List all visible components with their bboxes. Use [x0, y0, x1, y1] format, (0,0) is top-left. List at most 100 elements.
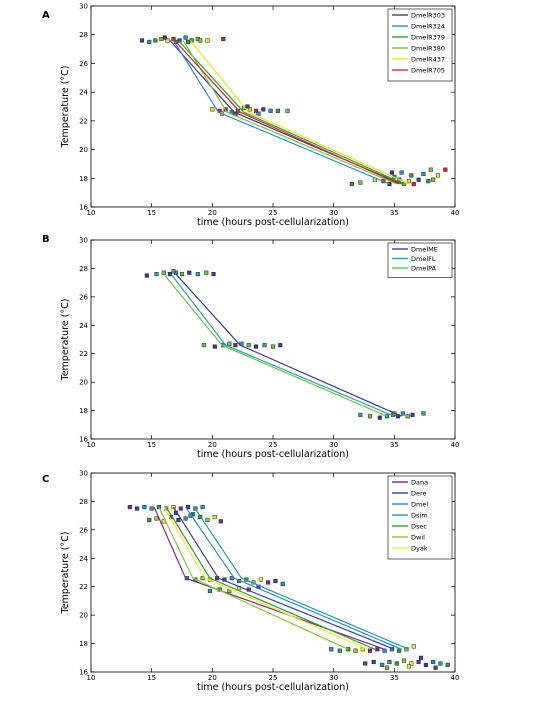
data-point — [278, 343, 283, 348]
legend-label: DmelFL — [411, 255, 436, 263]
data-point — [201, 343, 206, 348]
series-line — [182, 40, 398, 185]
series-line — [165, 506, 376, 650]
data-point — [337, 648, 342, 653]
x-tick-label: 15 — [147, 441, 156, 449]
series-line — [163, 273, 388, 417]
y-tick-label: 24 — [79, 555, 88, 563]
legend-label: DmelR380 — [411, 45, 445, 53]
x-tick-label: 35 — [390, 674, 399, 682]
data-point — [368, 648, 373, 653]
data-point — [245, 104, 250, 109]
data-point — [135, 506, 140, 511]
legend-label: Dmel — [411, 501, 428, 509]
data-point — [406, 179, 411, 184]
data-point — [159, 36, 164, 42]
data-point — [358, 412, 363, 417]
data-point — [353, 648, 358, 653]
data-point — [144, 273, 149, 278]
data-point — [186, 39, 191, 44]
data-point — [435, 173, 441, 178]
data-point — [380, 662, 385, 667]
data-point — [428, 167, 433, 172]
y-tick-label: 22 — [79, 583, 88, 591]
data-point — [438, 661, 443, 666]
data-point — [205, 38, 210, 43]
data-point — [153, 38, 158, 43]
y-axis-label: Temperature (°C) — [60, 299, 71, 382]
x-tick-label: 10 — [87, 441, 96, 449]
data-point — [195, 272, 200, 277]
data-point — [431, 660, 436, 665]
panel-label: B — [42, 234, 50, 245]
data-point — [411, 181, 416, 187]
data-point — [233, 343, 238, 348]
data-point — [253, 344, 259, 349]
legend-label: Dsec — [411, 523, 427, 531]
data-point — [273, 578, 278, 584]
legend-box — [387, 8, 453, 82]
data-point — [178, 506, 183, 511]
x-tick-label: 20 — [208, 674, 217, 682]
data-point — [389, 170, 394, 175]
x-tick-label: 25 — [269, 674, 278, 682]
legend-label: Dana — [411, 479, 428, 487]
data-point — [418, 655, 424, 660]
panel-b: B 10 15 20 25 30 35 40 16 18 20 22 24 26 28 30 time (hou… — [0, 232, 553, 464]
y-tick-label: 30 — [79, 470, 88, 478]
series-line — [172, 506, 395, 650]
data-point — [198, 38, 203, 43]
legend-label: DmelME — [411, 246, 438, 254]
y-tick-label: 30 — [79, 3, 88, 11]
data-point — [346, 647, 351, 652]
data-point — [221, 36, 226, 42]
y-tick-label: 22 — [79, 117, 88, 125]
y-tick-label: 18 — [79, 640, 88, 648]
y-tick-label: 28 — [79, 31, 88, 39]
data-point — [445, 662, 450, 667]
x-axis-label: time (hours post-cellularization) — [197, 682, 349, 693]
data-point — [165, 38, 170, 43]
series-line — [174, 40, 400, 185]
x-tick-label: 40 — [451, 441, 460, 449]
data-point — [176, 517, 181, 522]
x-tick-label: 15 — [147, 674, 156, 682]
y-tick-label: 20 — [79, 612, 88, 620]
series-line — [193, 506, 410, 650]
data-point — [142, 505, 147, 510]
legend-label: Dere — [411, 490, 427, 498]
y-tick-label: 26 — [79, 526, 88, 534]
data-point — [406, 664, 411, 669]
legend-label: Dwil — [411, 534, 425, 542]
panel-label: A — [42, 10, 50, 21]
data-point — [258, 577, 263, 582]
panel-a: A 10 15 20 25 30 35 40 16 18 20 22 24 26 28 30 time (hou… — [0, 0, 553, 232]
data-point — [262, 343, 267, 348]
y-tick-label: 26 — [79, 293, 88, 301]
data-point — [443, 167, 448, 172]
data-point — [433, 665, 438, 670]
data-point — [426, 179, 431, 184]
data-point — [387, 660, 392, 665]
x-tick-label: 15 — [147, 209, 156, 217]
data-point — [154, 516, 159, 521]
data-point — [385, 665, 390, 670]
y-tick-label: 18 — [79, 407, 88, 415]
data-point — [246, 343, 251, 348]
y-tick-label: 24 — [79, 322, 88, 330]
data-point — [280, 581, 285, 586]
data-point — [416, 177, 421, 182]
x-tick-label: 40 — [451, 209, 460, 217]
x-tick-label: 30 — [329, 209, 338, 217]
series-line — [172, 40, 390, 185]
data-point — [285, 108, 290, 113]
data-point — [400, 411, 405, 416]
data-point — [377, 415, 382, 420]
data-point — [204, 270, 209, 275]
data-point — [410, 412, 415, 417]
y-tick-label: 22 — [79, 350, 88, 358]
data-point — [409, 173, 414, 178]
